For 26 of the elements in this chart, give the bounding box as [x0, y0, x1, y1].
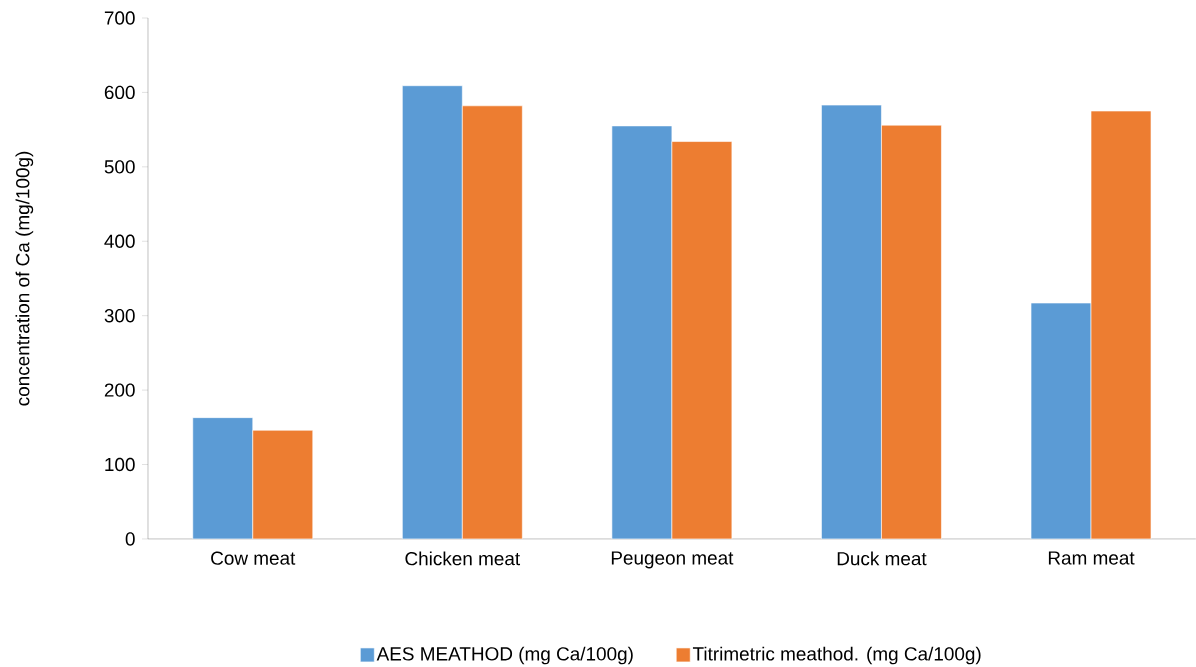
- y-tick-label: 600: [104, 85, 135, 100]
- bar: [821, 104, 882, 539]
- bar: [252, 429, 314, 539]
- y-tick-label: 0: [125, 532, 135, 546]
- y-tick-label: 200: [104, 383, 135, 397]
- bar: [402, 85, 463, 539]
- x-tick-label: Peugeon meat: [611, 551, 734, 569]
- y-tick-label: 300: [104, 308, 135, 323]
- bar: [462, 105, 523, 539]
- x-tick-label: Ram meat: [1048, 551, 1135, 565]
- y-tick-label: 700: [104, 11, 135, 25]
- bar: [671, 141, 733, 539]
- bar: [192, 417, 254, 539]
- legend-label: AES MEATHOD (mg Ca/100g): [376, 646, 633, 665]
- y-tick-label: 400: [104, 234, 135, 248]
- x-tick-label: Cow meat: [211, 551, 296, 565]
- x-tick-label: Duck meat: [837, 551, 927, 566]
- y-tick-label: 500: [104, 160, 135, 174]
- bar: [1090, 110, 1152, 539]
- x-tick-label: Chicken meat: [405, 551, 521, 566]
- legend-label: Titrimetric meathod. (mg Ca/100g): [692, 646, 981, 665]
- bar: [611, 125, 673, 539]
- y-tick-label: 100: [105, 457, 135, 472]
- bar: [1030, 302, 1092, 539]
- y-axis-title: concentration of Ca (mg/100g): [15, 151, 34, 406]
- bar: [881, 124, 942, 539]
